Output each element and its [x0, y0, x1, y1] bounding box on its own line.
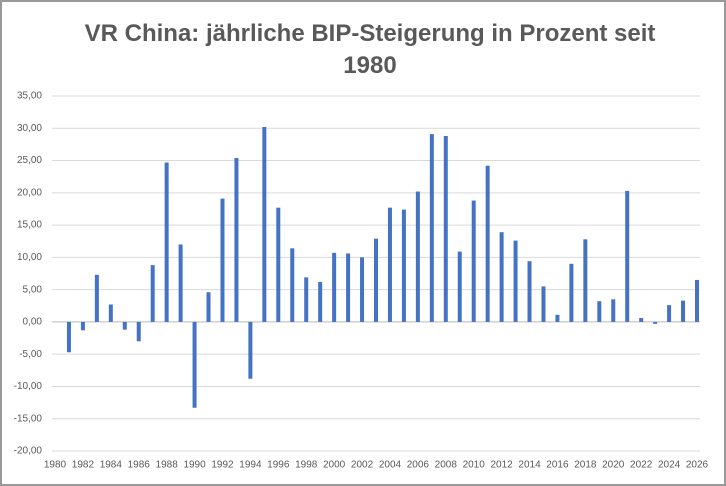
bar — [94, 274, 99, 322]
bar — [304, 277, 309, 322]
y-tick-label: -10,00 — [14, 381, 43, 392]
y-tick-label: -15,00 — [14, 413, 43, 424]
bar — [597, 301, 602, 322]
bar — [485, 165, 490, 322]
bar — [80, 321, 85, 331]
bar — [639, 318, 644, 322]
bar — [178, 244, 183, 322]
bar — [401, 209, 406, 322]
bar — [555, 314, 560, 322]
bar — [150, 265, 155, 322]
bar — [346, 253, 351, 322]
bar — [429, 134, 434, 322]
bar — [290, 248, 295, 322]
bar — [360, 257, 365, 322]
bar — [206, 292, 211, 322]
y-tick-label: 15,00 — [17, 220, 42, 231]
bar — [374, 238, 378, 322]
y-tick-label: 5,00 — [23, 284, 43, 295]
bar — [653, 321, 658, 324]
bar — [583, 239, 588, 322]
bar — [220, 198, 225, 322]
x-tick-label: 1986 — [128, 460, 151, 471]
x-tick-label: 2024 — [658, 460, 681, 471]
x-tick-label: 2006 — [407, 460, 430, 471]
bar — [415, 191, 420, 322]
bar — [625, 190, 630, 322]
bar — [276, 207, 281, 322]
bar — [527, 261, 532, 322]
x-tick-label: 2018 — [574, 460, 597, 471]
bar — [66, 321, 71, 353]
x-tick-label: 1996 — [267, 460, 290, 471]
bar — [541, 286, 546, 322]
bar — [318, 281, 323, 322]
x-tick-label: 2022 — [630, 460, 653, 471]
bar — [387, 207, 392, 322]
bar — [667, 305, 672, 322]
y-tick-label: 10,00 — [17, 252, 42, 263]
x-tick-label: 1980 — [44, 460, 67, 471]
bar — [122, 321, 127, 330]
x-tick-label: 2020 — [602, 460, 625, 471]
y-tick-label: 30,00 — [17, 123, 42, 134]
bar — [262, 126, 267, 322]
bar — [569, 263, 574, 322]
bar — [443, 136, 448, 322]
bar — [681, 300, 686, 322]
x-tick-label: 2012 — [490, 460, 513, 471]
y-tick-label: 35,00 — [17, 91, 42, 102]
y-tick-label: -5,00 — [19, 349, 42, 360]
x-tick-label: 1992 — [211, 460, 234, 471]
x-tick-label: 1994 — [239, 460, 262, 471]
x-tick-label: 1984 — [100, 460, 123, 471]
bar — [332, 252, 337, 322]
x-tick-label: 1988 — [156, 460, 179, 471]
bar — [192, 321, 197, 408]
x-tick-label: 2004 — [379, 460, 402, 471]
x-tick-label: 1990 — [183, 460, 206, 471]
bar — [457, 251, 462, 322]
bar — [164, 162, 169, 322]
chart-title: VR China: jährliche BIP-Steigerung in Pr… — [84, 20, 656, 79]
x-tick-label: 2026 — [686, 460, 709, 471]
bar — [234, 157, 239, 322]
bar — [695, 279, 699, 322]
x-tick-label: 2010 — [463, 460, 486, 471]
bar — [611, 299, 616, 322]
bar — [108, 304, 113, 322]
y-tick-label: 25,00 — [17, 155, 42, 166]
x-tick-label: 2008 — [435, 460, 458, 471]
bar — [136, 321, 141, 342]
y-tick-label: 20,00 — [17, 187, 42, 198]
bar — [499, 232, 504, 322]
x-tick-label: 1998 — [295, 460, 318, 471]
y-tick-label: -20,00 — [14, 446, 43, 457]
bar — [248, 321, 253, 379]
y-tick-label: 0,00 — [23, 317, 43, 328]
x-tick-label: 2000 — [323, 460, 346, 471]
x-tick-label: 2016 — [546, 460, 569, 471]
bar — [513, 240, 518, 322]
x-tick-label: 1982 — [72, 460, 95, 471]
x-tick-label: 2014 — [518, 460, 541, 471]
x-tick-label: 2002 — [351, 460, 374, 471]
bar — [471, 200, 476, 322]
